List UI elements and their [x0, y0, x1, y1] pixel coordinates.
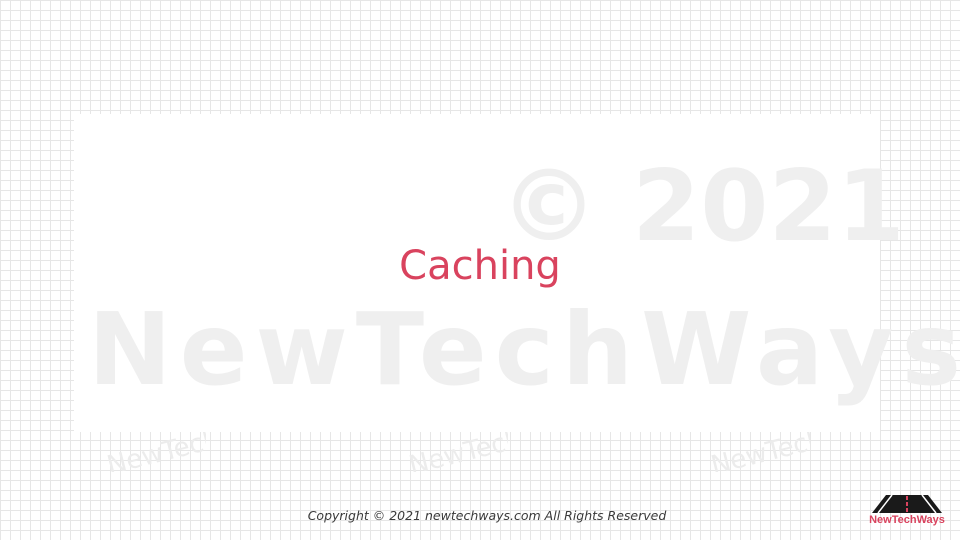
watermark-small-2-clip: NewTech — [398, 432, 508, 472]
watermark-small-3: NewTech — [708, 432, 810, 472]
watermark-brand: NewTechWays — [88, 291, 960, 408]
watermark-small-2: NewTech — [406, 432, 508, 472]
content-panel — [74, 114, 880, 432]
road-icon — [872, 494, 942, 514]
slide-title: Caching — [399, 243, 561, 289]
logo-text: NewTechWays — [869, 514, 945, 526]
watermark-small-1: NewTech — [104, 432, 206, 472]
watermark-small-3-clip: NewTech — [700, 432, 810, 472]
footer-copyright: Copyright © 2021 newtechways.com All Rig… — [307, 508, 667, 523]
watermark-small-1-clip: NewTech — [96, 432, 206, 472]
logo: NewTechWays — [862, 494, 952, 530]
watermark-year: © 2021 — [500, 150, 905, 264]
